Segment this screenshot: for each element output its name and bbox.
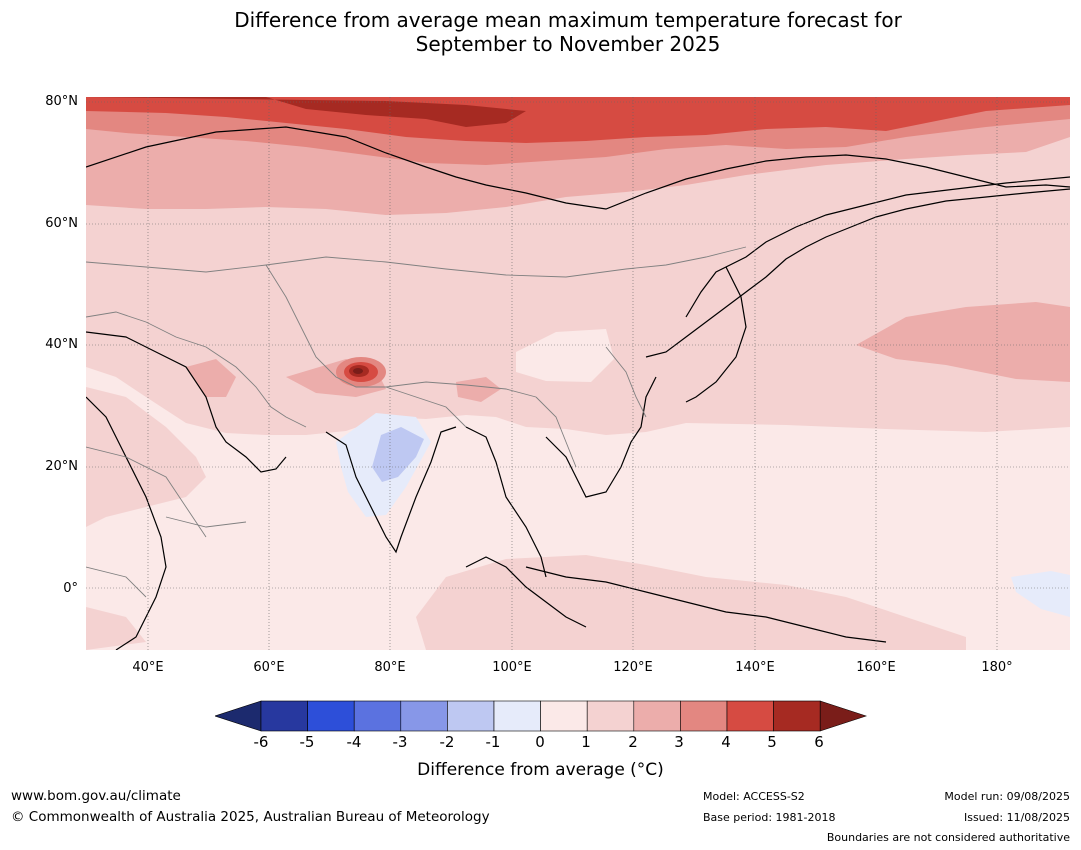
colorbar-tick-minus2: -2	[439, 733, 455, 751]
model-name: Model: ACCESS-S2	[703, 790, 805, 803]
colorbar-tick-5: 5	[767, 733, 777, 751]
anomaly-2-3-china	[456, 377, 501, 402]
colorbar-tick-0: 0	[535, 733, 545, 751]
lon-label-60e: 60°E	[253, 660, 285, 675]
colorbar-tick-3: 3	[674, 733, 684, 751]
colorbar-tick-minus4: -4	[346, 733, 362, 751]
colorbar-segment-5-to-6	[773, 700, 821, 732]
lon-label-180: 180°	[981, 660, 1013, 675]
lon-label-100e: 100°E	[492, 660, 532, 675]
colorbar-extend-high	[819, 700, 867, 732]
anomaly-minus2-minus1-india	[372, 427, 424, 482]
colorbar-segment-4-to-5	[726, 700, 774, 732]
colorbar-segment-0-to-1	[540, 700, 588, 732]
country-boundaries	[86, 246, 747, 598]
anomaly-2-3-west-asia	[186, 359, 236, 397]
model-run-date: Model run: 09/08/2025	[944, 790, 1070, 803]
map-title-line1: Difference from average mean maximum tem…	[234, 8, 902, 32]
hotspot-core	[353, 368, 363, 374]
base-period: Base period: 1981-2018	[703, 811, 836, 824]
website-link[interactable]: www.bom.gov.au/climate	[11, 788, 181, 804]
forecast-map-canvas	[86, 97, 1070, 650]
graticule	[86, 97, 1070, 650]
forecast-map[interactable]	[86, 97, 1070, 650]
anomaly-5-6-arctic	[86, 97, 526, 127]
colorbar-segment--5-to--4	[307, 700, 355, 732]
colorbar-segment--1-to-0	[493, 700, 541, 732]
colorbar-segment--3-to--2	[400, 700, 448, 732]
colorbar-tick-4: 4	[721, 733, 731, 751]
lat-label-40n: 40°N	[45, 337, 78, 352]
lon-label-140e: 140°E	[735, 660, 775, 675]
colorbar-segment-2-to-3	[633, 700, 681, 732]
map-title: Difference from average mean maximum tem…	[0, 8, 1081, 56]
lat-label-60n: 60°N	[45, 216, 78, 231]
colorbar-segment-1-to-2	[586, 700, 635, 732]
lat-label-0: 0°	[63, 581, 78, 596]
colorbar-tick-2: 2	[628, 733, 638, 751]
colorbar	[215, 700, 867, 732]
anomaly-minus1-0-pacific	[1011, 571, 1070, 617]
anomaly-1-2-east-africa	[86, 607, 146, 650]
colorbar-tick-minus1: -1	[485, 733, 501, 751]
lat-label-80n: 80°N	[45, 94, 78, 109]
lon-label-160e: 160°E	[856, 660, 896, 675]
disclaimer: Boundaries are not considered authoritat…	[826, 831, 1070, 844]
lon-label-120e: 120°E	[613, 660, 653, 675]
colorbar-tick-minus3: -3	[392, 733, 408, 751]
colorbar-tick-6: 6	[814, 733, 824, 751]
colorbar-extend-low	[215, 700, 262, 732]
anomaly-1-2-indonesia	[416, 555, 966, 650]
lon-label-40e: 40°E	[132, 660, 164, 675]
lat-label-20n: 20°N	[45, 459, 78, 474]
colorbar-tick-1: 1	[581, 733, 591, 751]
coastlines	[86, 126, 1070, 650]
colorbar-label: Difference from average (°C)	[417, 760, 664, 780]
map-title-line2: September to November 2025	[415, 32, 721, 56]
colorbar-tick-minus5: -5	[299, 733, 315, 751]
anomaly-0-1-central-china	[516, 329, 614, 382]
copyright-text: © Commonwealth of Australia 2025, Austra…	[11, 809, 490, 825]
issued-date: Issued: 11/08/2025	[963, 811, 1070, 824]
colorbar-segment--2-to--1	[447, 700, 495, 732]
colorbar-segment--6-to--5	[260, 700, 308, 732]
colorbar-segment--4-to--3	[353, 700, 402, 732]
colorbar-segment-3-to-4	[680, 700, 728, 732]
colorbar-tick-minus6: -6	[253, 733, 269, 751]
anomaly-2-3-pacific	[856, 302, 1070, 382]
lon-label-80e: 80°E	[374, 660, 406, 675]
anomaly-1-2-region	[86, 137, 1070, 435]
